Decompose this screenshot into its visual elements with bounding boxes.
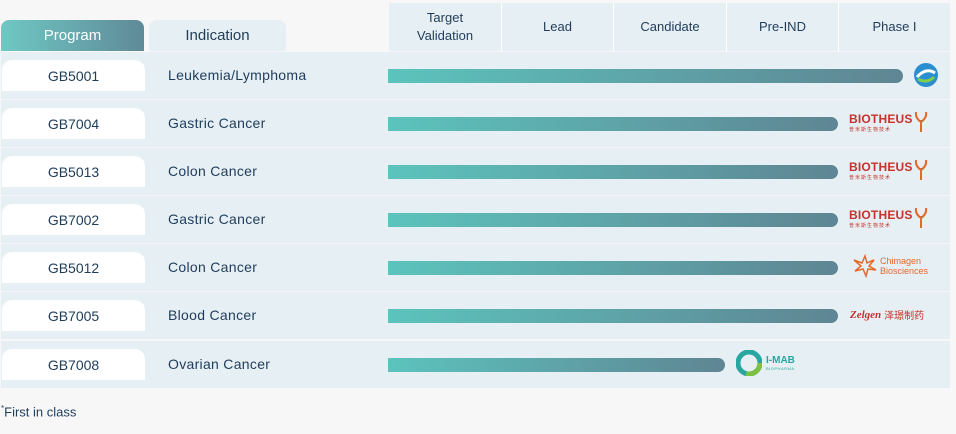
stage-header-lead: Lead [502, 3, 614, 51]
program-label: GB5012 [47, 259, 100, 276]
biotheus-mark-icon [914, 159, 927, 180]
program-cell[interactable]: GB7008 [2, 349, 145, 380]
progress-bar [388, 213, 838, 227]
pipeline-row: GB5012 Colon Cancer Chimagen Biosciences [1, 244, 950, 291]
biotheus-logo-subtext: 普米斯生物技术 [849, 174, 892, 181]
program-cell[interactable]: GB7004 [2, 108, 145, 139]
chimagen-mark-icon [853, 254, 877, 278]
pipeline-row: GB7004 Gastric Cancer BIOTHEUS 普米斯生物技术 [1, 100, 950, 147]
progress-bar [388, 117, 838, 131]
progress-bar [388, 358, 725, 372]
biotheus-mark-icon [914, 207, 927, 228]
pipeline-row: GB7005 Blood Cancer Zelgen 泽璟制药 [1, 292, 950, 339]
stage-label: Candidate [640, 19, 700, 34]
stage-header-phase-i: Phase I [839, 3, 950, 51]
progress-bar [388, 165, 838, 179]
chimagen-logo-text-2: Biosciences [880, 266, 929, 276]
program-label: GB7002 [47, 211, 100, 228]
indication-label: Leukemia/Lymphoma [168, 67, 307, 83]
indication-label: Gastric Cancer [168, 211, 266, 227]
tab-program-label: Program [43, 27, 102, 44]
genor-logo-icon [913, 62, 939, 88]
program-label: GB5001 [47, 67, 100, 84]
stage-header-target-validation: Target Validation [389, 3, 502, 51]
footnote-text: First in class [4, 404, 77, 420]
chimagen-logo-text-1: Chimagen [880, 256, 922, 266]
biotheus-mark-icon [914, 111, 927, 132]
indication-label: Colon Cancer [168, 259, 258, 275]
imab-logo-text: I-MAB [766, 355, 795, 366]
pipeline-row: GB5013 Colon Cancer BIOTHEUS 普米斯生物技术 [1, 148, 950, 195]
imab-logo: I-MAB BIOPHARMA [736, 350, 795, 376]
footnote: *First in class [1, 404, 76, 419]
indication-label: Gastric Cancer [168, 115, 266, 131]
program-cell[interactable]: GB5001 [2, 60, 145, 91]
tab-indication[interactable]: Indication [149, 20, 286, 51]
imab-logo-subtext: BIOPHARMA [766, 366, 795, 371]
program-label: GB7008 [47, 356, 100, 373]
footnote-asterisk: * [1, 404, 5, 413]
biotheus-logo-text: BIOTHEUS [849, 111, 913, 126]
program-label: GB5013 [47, 163, 100, 180]
biotheus-logo-text: BIOTHEUS [849, 159, 913, 174]
program-cell[interactable]: GB5013 [2, 156, 145, 187]
program-cell[interactable]: GB7005 [2, 300, 145, 331]
progress-bar [388, 309, 838, 323]
biotheus-logo: BIOTHEUS 普米斯生物技术 [849, 206, 929, 230]
program-cell[interactable]: GB7002 [2, 204, 145, 235]
progress-bar [388, 261, 838, 275]
zelgen-logo-cn-text: 泽璟制药 [884, 311, 925, 322]
stage-label: Phase I [872, 19, 917, 34]
stage-header-candidate: Candidate [614, 3, 727, 51]
stage-label: Target Validation [416, 10, 474, 43]
pipeline-row: GB7002 Gastric Cancer BIOTHEUS 普米斯生物技术 [1, 196, 950, 243]
biotheus-logo-text: BIOTHEUS [849, 207, 913, 222]
zelgen-logo: Zelgen 泽璟制药 [850, 307, 925, 323]
tab-program[interactable]: Program [1, 20, 144, 51]
zelgen-logo-text: Zelgen [850, 308, 882, 321]
program-label: GB7005 [47, 307, 100, 324]
pipeline-row: GB5001 Leukemia/Lymphoma [1, 52, 950, 99]
biotheus-logo: BIOTHEUS 普米斯生物技术 [849, 158, 929, 182]
indication-label: Ovarian Cancer [168, 356, 271, 372]
stage-label: Pre-IND [759, 19, 806, 34]
indication-label: Colon Cancer [168, 163, 258, 179]
stage-label: Lead [543, 19, 572, 34]
biotheus-logo-subtext: 普米斯生物技术 [849, 222, 892, 229]
progress-bar [388, 69, 903, 83]
tab-indication-label: Indication [185, 27, 250, 44]
program-label: GB7004 [47, 115, 100, 132]
imab-mark-icon [736, 350, 762, 376]
program-cell[interactable]: GB5012 [2, 252, 145, 283]
chimagen-logo: Chimagen Biosciences [850, 254, 928, 278]
biotheus-logo: BIOTHEUS 普米斯生物技术 [849, 110, 929, 134]
stage-header-pre-ind: Pre-IND [727, 3, 839, 51]
pipeline-row: GB7008 Ovarian Cancer I-MAB BIOPHARMA [1, 341, 950, 388]
indication-label: Blood Cancer [168, 307, 257, 323]
biotheus-logo-subtext: 普米斯生物技术 [849, 126, 892, 133]
